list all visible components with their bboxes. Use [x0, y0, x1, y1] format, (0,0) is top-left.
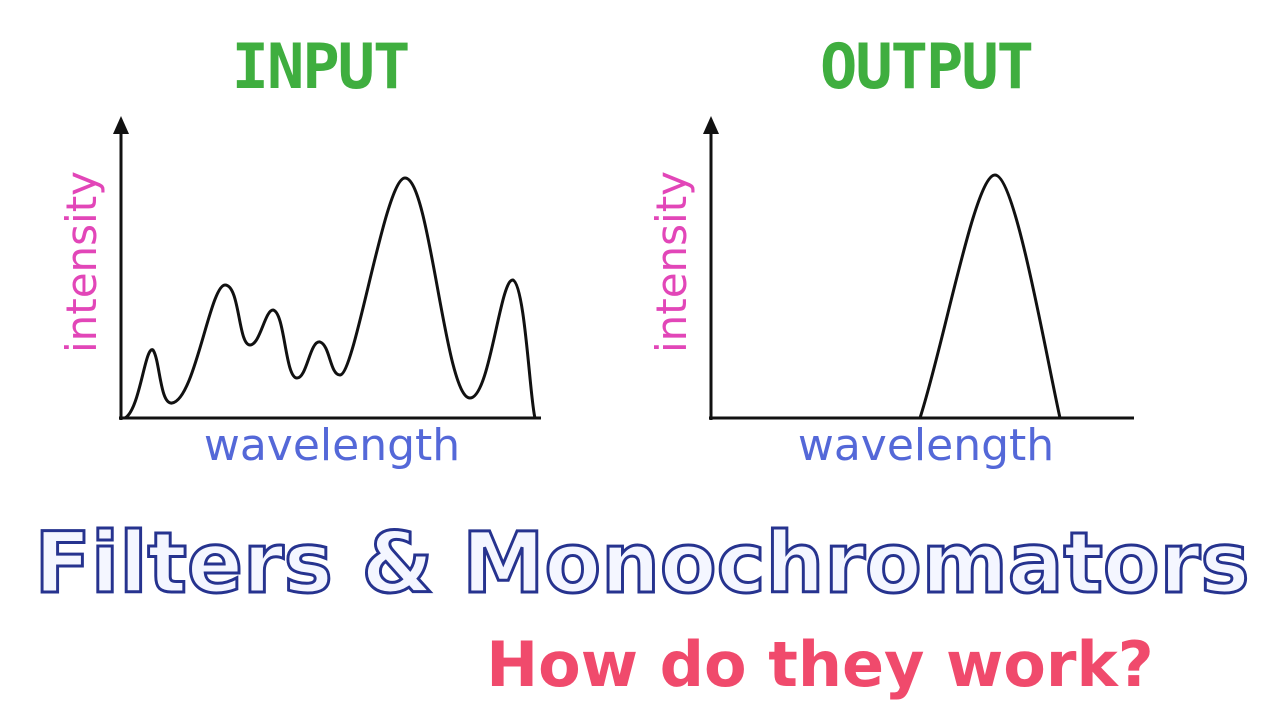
- heading-title: Filters & Monochromators: [35, 514, 1250, 612]
- axis-arrow: [703, 116, 719, 134]
- axis-arrow: [113, 116, 129, 134]
- y-axis-label: intensity: [57, 171, 106, 353]
- x-axis-label: wavelength: [798, 420, 1054, 471]
- heading-subtitle: How do they work?: [486, 628, 1153, 701]
- panel-title: INPUT: [232, 30, 409, 103]
- y-axis-label: intensity: [647, 171, 696, 353]
- panel-title: OUTPUT: [820, 30, 1032, 103]
- spectrum-curve: [918, 173, 1062, 419]
- spectrum-curve: [124, 176, 537, 420]
- x-axis-label: wavelength: [204, 420, 460, 471]
